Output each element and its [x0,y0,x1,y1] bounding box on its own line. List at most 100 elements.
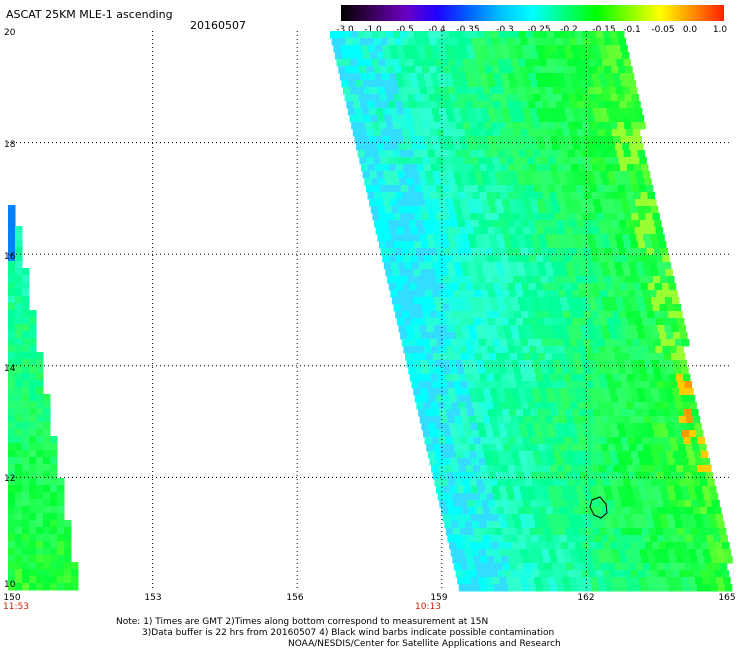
wind-cell [512,94,521,102]
wind-cell [513,339,522,347]
wind-cell [43,443,51,451]
wind-cell [471,157,479,165]
wind-cell [576,577,584,585]
wind-cell [583,66,591,74]
wind-cell [615,143,623,151]
wind-cell [428,423,436,431]
wind-cell [594,416,603,424]
wind-cell [634,465,642,473]
wind-cell [582,514,590,522]
wind-cell [664,416,673,424]
wind-cell [432,262,441,270]
wind-cell [589,94,598,102]
wind-cell [414,332,422,340]
wind-cell [548,276,556,284]
wind-cell [486,521,494,529]
wind-cell [659,332,667,340]
wind-cell [440,353,448,361]
wind-cell [515,108,524,116]
wind-cell [531,115,540,123]
wind-cell [552,206,561,214]
wind-cell [542,584,551,592]
wind-cell [599,465,607,473]
wind-cell [15,366,23,374]
wind-cell [532,241,541,249]
wind-cell [553,269,561,277]
wind-cell [664,444,672,452]
wind-cell [640,430,648,438]
wind-cell [520,577,528,585]
wind-cell [465,220,473,228]
wind-cell [15,338,23,346]
wind-cell [496,507,505,515]
wind-cell [610,423,618,431]
wind-cell [455,479,463,487]
wind-cell [666,423,674,431]
wind-cell [675,584,684,592]
wind-cell [652,542,660,550]
wind-cell [490,451,499,459]
wind-cell [613,164,621,172]
wind-cell [461,507,470,515]
wind-cell [631,304,640,312]
wind-cell [605,73,614,81]
wind-cell [650,325,658,333]
wind-cell [501,164,509,172]
wind-cell [479,584,488,592]
wind-cell [633,493,642,501]
wind-cell [389,255,397,263]
wind-cell [494,556,502,564]
wind-cell [542,283,551,291]
wind-cell [536,108,545,116]
wind-cell [595,87,603,95]
wind-cell [608,416,617,424]
wind-cell [484,31,492,39]
wind-cell [621,80,629,88]
wind-cell [652,332,660,340]
wind-cell [36,534,44,542]
wind-cell [498,332,506,340]
wind-cell [413,388,421,396]
wind-cell [357,87,365,95]
wind-cell [368,108,377,116]
wind-cell [536,465,544,473]
wind-cell [673,542,681,550]
wind-cell [569,486,577,494]
wind-cell [505,514,513,522]
wind-cell [541,38,550,46]
wind-cell [585,528,594,536]
wind-cell [616,388,624,396]
wind-cell [472,73,481,81]
wind-cell [22,422,30,430]
wind-cell [592,318,601,326]
wind-cell [631,94,640,102]
wind-cell [560,59,568,67]
wind-cell [578,136,586,144]
wind-cell [518,269,526,277]
wind-cell [669,346,677,354]
wind-cell [624,94,633,102]
wind-cell [15,261,23,269]
wind-cell [559,416,568,424]
wind-cell [625,248,634,256]
wind-cell [671,444,679,452]
wind-cell [520,458,528,466]
wind-cell [481,500,489,508]
wind-cell [528,430,536,438]
wind-cell [461,535,469,543]
wind-cell [487,136,495,144]
wind-cell [497,360,506,368]
wind-cell [671,353,679,361]
wind-cell [597,276,605,284]
wind-cell [563,101,571,109]
wind-cell [518,451,527,459]
wind-cell [505,395,514,403]
wind-cell [641,528,650,536]
wind-cell [530,500,538,508]
wind-cell [640,220,648,228]
wind-cell [492,248,501,256]
wind-cell [692,535,700,543]
wind-cell [29,513,37,521]
wind-cell [456,514,464,522]
